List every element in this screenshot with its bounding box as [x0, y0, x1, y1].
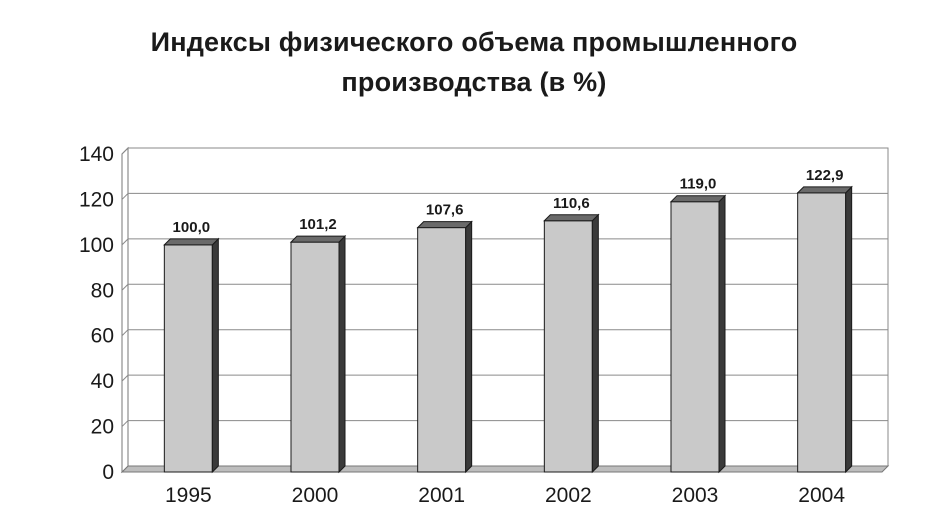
- bar-side: [845, 185, 853, 474]
- grid-lines: [121, 147, 888, 427]
- bar-2004: [796, 185, 853, 474]
- bar-1995: [163, 237, 220, 474]
- chart-title-line-2: производства (в %): [341, 67, 607, 97]
- bar-face: [670, 201, 720, 473]
- bar-2003: [669, 194, 727, 474]
- bar-side: [718, 194, 726, 474]
- bar-face: [543, 220, 593, 473]
- gridline-depth: [121, 238, 129, 246]
- gridline-depth: [121, 420, 129, 427]
- chart-title: Индексы физического объема промышленного…: [0, 22, 948, 102]
- data-label-2000: 101,2: [299, 216, 337, 233]
- bar-face: [163, 244, 213, 473]
- chart-title-line-1: Индексы физического объема промышленного: [150, 27, 798, 57]
- y-tick-label: 80: [91, 279, 114, 302]
- gridline-depth: [121, 329, 129, 337]
- bar-face: [290, 241, 340, 473]
- x-tick-label-2000: 2000: [292, 484, 339, 507]
- x-tick-label-2001: 2001: [418, 484, 465, 507]
- gridline-depth: [121, 374, 129, 382]
- bar-top: [163, 238, 220, 246]
- plot-floor: [120, 465, 890, 473]
- x-tick-label-1995: 1995: [165, 484, 212, 507]
- data-label-2003: 119,0: [680, 176, 717, 193]
- bar-face: [797, 192, 847, 473]
- x-tick-label-2002: 2002: [545, 484, 592, 507]
- bar-top: [669, 195, 727, 203]
- bars: [163, 185, 853, 474]
- bar-side: [465, 220, 473, 474]
- y-tick-label: 120: [79, 188, 114, 211]
- gridline-depth: [121, 283, 129, 291]
- plot-area: [120, 146, 890, 474]
- y-tick-label: 60: [91, 325, 114, 348]
- data-label-1995: 100,0: [173, 219, 211, 236]
- x-tick-label-2003: 2003: [672, 484, 719, 507]
- bar-2002: [543, 213, 600, 474]
- bar-side: [591, 213, 599, 474]
- y-tick-label: 40: [91, 370, 114, 393]
- bar-top: [796, 186, 853, 194]
- data-label-2004: 122,9: [806, 167, 844, 184]
- y-tick-label: 100: [79, 234, 114, 257]
- plot-background: [127, 147, 889, 467]
- data-labels: 100,0 101,2 107,6 110,6 119,0 122,9: [173, 167, 844, 236]
- bar-top: [289, 235, 347, 243]
- bar-2000: [289, 234, 347, 474]
- y-tick-label: 20: [91, 416, 114, 439]
- gridline-depth: [121, 193, 129, 200]
- data-label-2002: 110,6: [553, 195, 590, 212]
- bar-face: [417, 227, 467, 473]
- bar-top: [543, 214, 600, 222]
- gridline-depth: [121, 147, 129, 155]
- bar-2001: [416, 220, 473, 474]
- x-axis: 1995 2000 2001 2002 2003 2004: [165, 484, 845, 507]
- y-tick-label: 140: [79, 143, 114, 166]
- bar-side: [338, 234, 346, 474]
- y-axis: 0 20 40 60 80 100 120 140: [79, 143, 114, 484]
- data-label-2001: 107,6: [426, 202, 464, 219]
- x-tick-label-2004: 2004: [798, 484, 845, 507]
- bar-top: [416, 221, 473, 229]
- y-tick-label: 0: [102, 461, 114, 484]
- bar-side: [211, 237, 219, 474]
